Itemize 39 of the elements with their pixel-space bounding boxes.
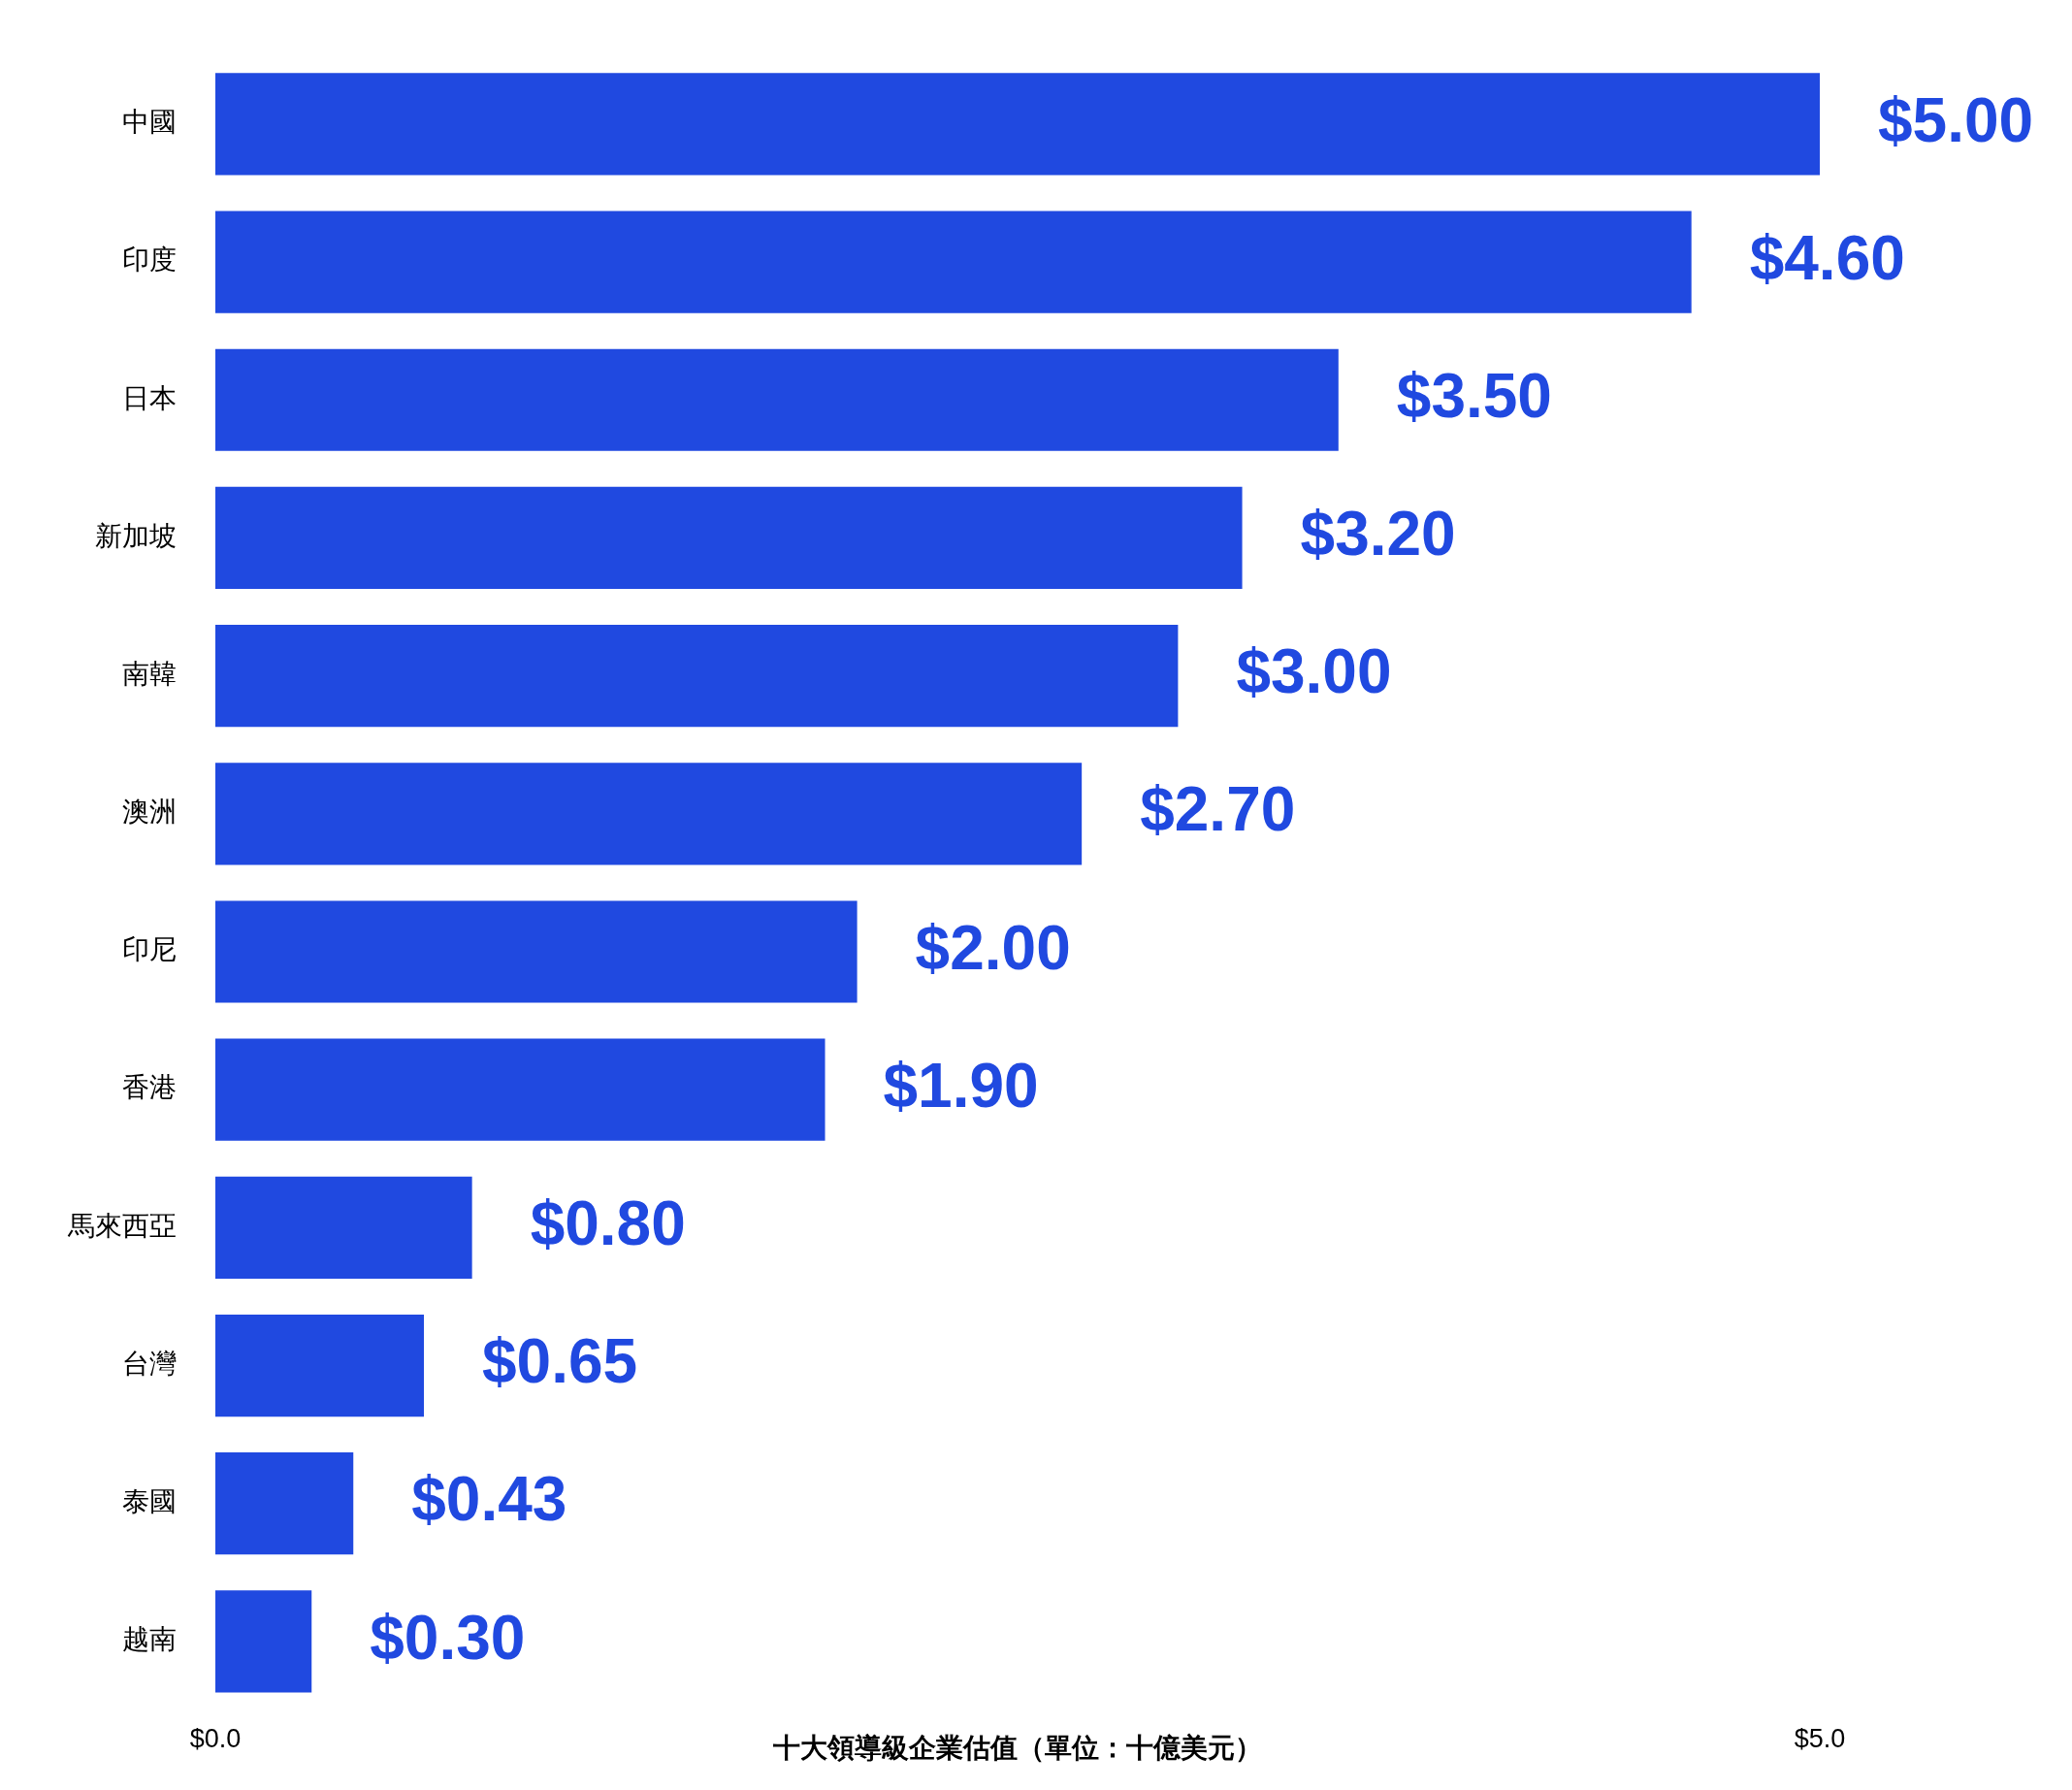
data-label: $0.43 (411, 1464, 567, 1535)
bar (215, 211, 1692, 313)
data-label: $0.65 (482, 1326, 638, 1397)
y-tick-label: 新加坡 (95, 519, 177, 552)
y-tick-label: 越南 (122, 1623, 177, 1656)
data-label: $3.20 (1300, 499, 1456, 570)
x-tick-label: $0.0 (189, 1723, 242, 1753)
bar (215, 1590, 312, 1693)
y-tick-label: 印尼 (122, 933, 177, 966)
data-label: $2.00 (915, 912, 1071, 983)
data-label: $3.50 (1396, 360, 1552, 431)
y-tick-label: 日本 (122, 381, 177, 414)
data-label: $5.00 (1878, 84, 2034, 155)
bar (215, 900, 858, 1003)
y-tick-label: 台灣 (122, 1347, 177, 1380)
data-label: $0.30 (370, 1602, 526, 1673)
bar (215, 763, 1083, 865)
bar (215, 1452, 354, 1555)
bar (215, 625, 1179, 728)
data-label: $1.90 (883, 1050, 1039, 1121)
bar (215, 73, 1820, 176)
y-tick-label: 香港 (122, 1071, 177, 1104)
data-label: $0.80 (530, 1188, 686, 1258)
y-tick-label: 印度 (122, 244, 177, 277)
y-tick-label: 澳洲 (122, 796, 177, 829)
data-label: $3.00 (1236, 636, 1392, 707)
y-tick-label: 中國 (122, 106, 177, 139)
bar (215, 1314, 425, 1417)
x-tick-label: $5.0 (1794, 1723, 1846, 1753)
bar (215, 348, 1339, 451)
x-axis-title: 十大領導級企業估值（單位：十億美元） (772, 1732, 1262, 1765)
y-tick-label: 南韓 (122, 657, 177, 690)
y-tick-label: 泰國 (122, 1485, 177, 1518)
bar (215, 1176, 472, 1279)
data-label: $4.60 (1749, 222, 1905, 293)
bar (215, 1038, 826, 1141)
data-label: $2.70 (1140, 774, 1296, 845)
y-tick-label: 馬來西亞 (67, 1209, 177, 1242)
bar (215, 486, 1243, 590)
